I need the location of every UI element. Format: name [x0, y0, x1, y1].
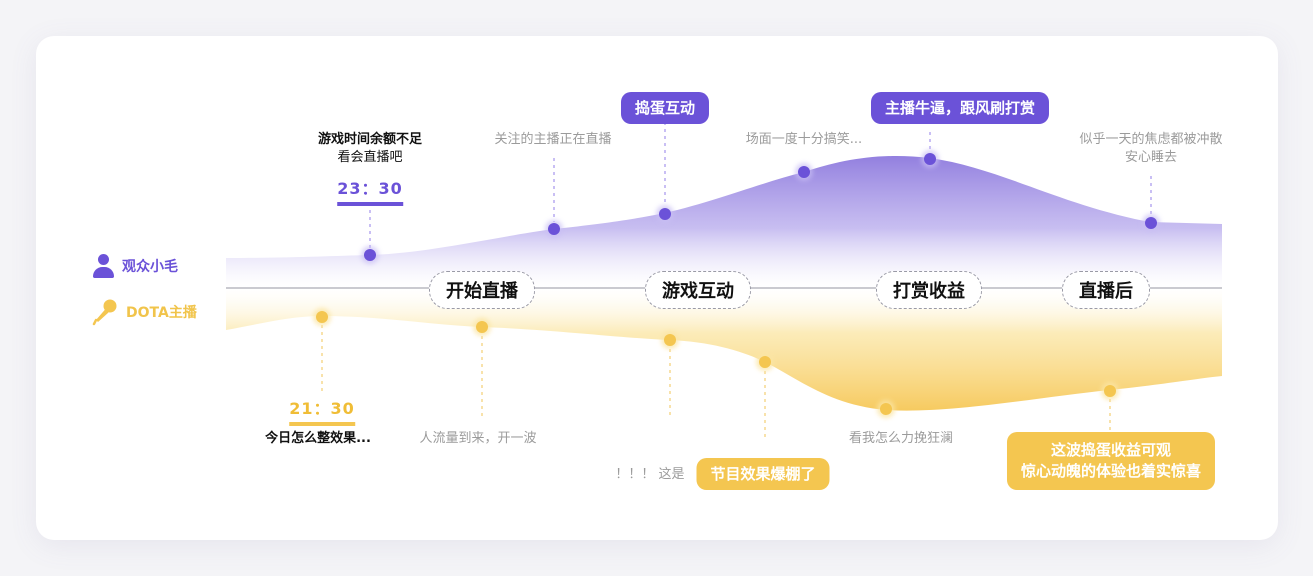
streamer-note: 今日怎么整效果...	[265, 430, 371, 448]
person-icon	[92, 254, 114, 278]
viewer-highlight: 主播牛逼，跟风刷打赏	[870, 92, 1050, 124]
streamer-point	[1104, 385, 1116, 397]
microphone-icon	[92, 299, 117, 326]
streamer-point	[476, 321, 488, 333]
viewer-point	[798, 166, 810, 178]
highlight-line: 这波捣蛋收益可观	[1050, 441, 1172, 459]
streamer-point	[316, 311, 328, 323]
legend-streamer: DOTA主播	[92, 298, 197, 326]
note-line: 游戏时间余额不足	[317, 132, 423, 147]
viewer-note: 场面一度十分搞笑...	[746, 131, 862, 149]
highlight-line: 惊心动魄的体验也着实惊喜	[1020, 462, 1202, 480]
stage-label: 游戏互动	[645, 271, 751, 309]
legend-streamer-label: DOTA主播	[126, 305, 197, 321]
stage-label: 开始直播	[429, 271, 535, 309]
streamer-point	[759, 356, 771, 368]
note-line: 场面一度十分搞笑...	[745, 132, 863, 147]
viewer-point	[924, 153, 936, 165]
viewer-note: 游戏时间余额不足 看会直播吧	[318, 131, 422, 167]
note-line: 看我怎么力挽狂澜	[848, 431, 954, 446]
viewer-points	[361, 150, 1160, 264]
streamer-highlight: 节目效果爆棚了	[696, 458, 830, 490]
streamer-note: ！！！ 这是	[615, 430, 684, 502]
viewer-point	[364, 249, 376, 261]
streamer-point	[664, 334, 676, 346]
streamer-points	[313, 308, 1119, 418]
streamer-time: 21：30	[289, 395, 355, 426]
viewer-time: 23：30	[337, 175, 403, 206]
note-line: 看会直播吧	[337, 150, 403, 165]
viewer-connectors	[369, 122, 1152, 248]
streamer-point	[880, 403, 892, 415]
viewer-point	[659, 208, 671, 220]
viewer-note: 似乎一天的焦虑都被冲散 安心睡去	[1079, 131, 1222, 167]
legend-viewer: 观众小毛	[92, 254, 178, 278]
viewer-emotion-area	[226, 155, 1222, 288]
viewer-point	[1145, 217, 1157, 229]
viewer-note: 关注的主播正在直播	[494, 131, 611, 149]
streamer-emotion-area	[226, 288, 1222, 411]
note-line: 今日怎么整效果...	[265, 431, 371, 446]
note-line: 关注的主播正在直播	[494, 132, 612, 147]
viewer-point	[548, 223, 560, 235]
stage-label: 直播后	[1062, 271, 1150, 309]
streamer-note: 人流量到来，开一波	[419, 430, 536, 448]
legend-viewer-label: 观众小毛	[122, 259, 178, 275]
note-line: 似乎一天的焦虑都被冲散	[1079, 132, 1223, 147]
stage-label: 打赏收益	[876, 271, 982, 309]
streamer-connectors	[321, 325, 1111, 440]
viewer-highlight: 捣蛋互动	[620, 92, 710, 124]
streamer-note: 看我怎么力挽狂澜	[849, 430, 953, 448]
streamer-highlight-box: 这波捣蛋收益可观 惊心动魄的体验也着实惊喜	[1006, 432, 1216, 490]
note-line: 安心睡去	[1124, 150, 1178, 165]
note-line: 人流量到来，开一波	[419, 431, 537, 446]
note-line: ！！！ 这是	[615, 467, 685, 482]
